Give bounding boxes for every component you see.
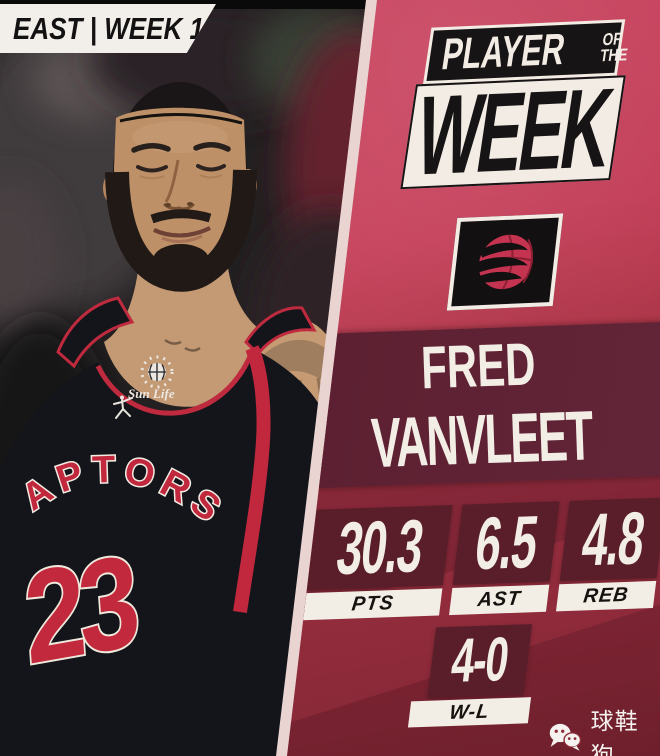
stat-label-bar: REB	[555, 580, 657, 612]
wechat-icon	[549, 723, 582, 751]
badge-label: EAST | WEEK 12	[13, 10, 219, 46]
eyes	[136, 164, 226, 173]
mustache	[150, 209, 212, 224]
lockup-top-block: PLAYER OF THE	[426, 22, 629, 81]
stat-value-box: 6.5	[452, 500, 560, 585]
jumpman-logo	[113, 395, 133, 419]
lockup-week-word: WEEK	[409, 75, 618, 190]
stat-column-reb: 4.8 REB	[555, 496, 660, 612]
jersey	[0, 296, 340, 756]
stat-value-box: 30.3	[306, 504, 453, 590]
watermark: 球鞋狗	[548, 702, 660, 756]
stat-value-box: 4.8	[559, 496, 660, 582]
sponsor-text: Sun Life	[128, 386, 175, 401]
eyebrows	[131, 142, 231, 153]
player-of-the-week-lockup: PLAYER OF THE WEEK	[400, 22, 635, 190]
record-value-box: 4-0	[427, 624, 533, 698]
watermark-text: 球鞋狗	[590, 708, 639, 756]
beard	[105, 169, 257, 292]
record-label-bar: W-L	[407, 697, 532, 728]
sponsor-patch: Sun Life	[128, 355, 175, 401]
raptors-logo-icon	[474, 234, 534, 290]
armhole-trim	[233, 345, 271, 614]
stats-row: 30.3 PTS 6.5 AST 4.8 REB	[303, 496, 660, 621]
stat-column-pts: 30.3 PTS	[303, 504, 453, 621]
stat-label-bar: AST	[449, 584, 550, 616]
jersey-number: 23	[20, 526, 141, 692]
player-head	[103, 82, 257, 292]
record-column: 4-0 W-L	[407, 624, 533, 728]
neckline-trim	[95, 351, 255, 416]
stat-label-bar: PTS	[303, 588, 443, 621]
player-first-name: FRED	[420, 330, 537, 402]
lockup-player-word: PLAYER	[439, 24, 569, 80]
conference-week-badge: EAST | WEEK 12	[0, 4, 216, 53]
team-logo-box	[446, 213, 564, 311]
player-last-name: VANVLEET	[369, 396, 593, 483]
stat-column-ast: 6.5 AST	[449, 500, 560, 616]
lockup-week-block: WEEK	[400, 75, 626, 190]
lockup-of-the: OF THE	[598, 29, 629, 66]
